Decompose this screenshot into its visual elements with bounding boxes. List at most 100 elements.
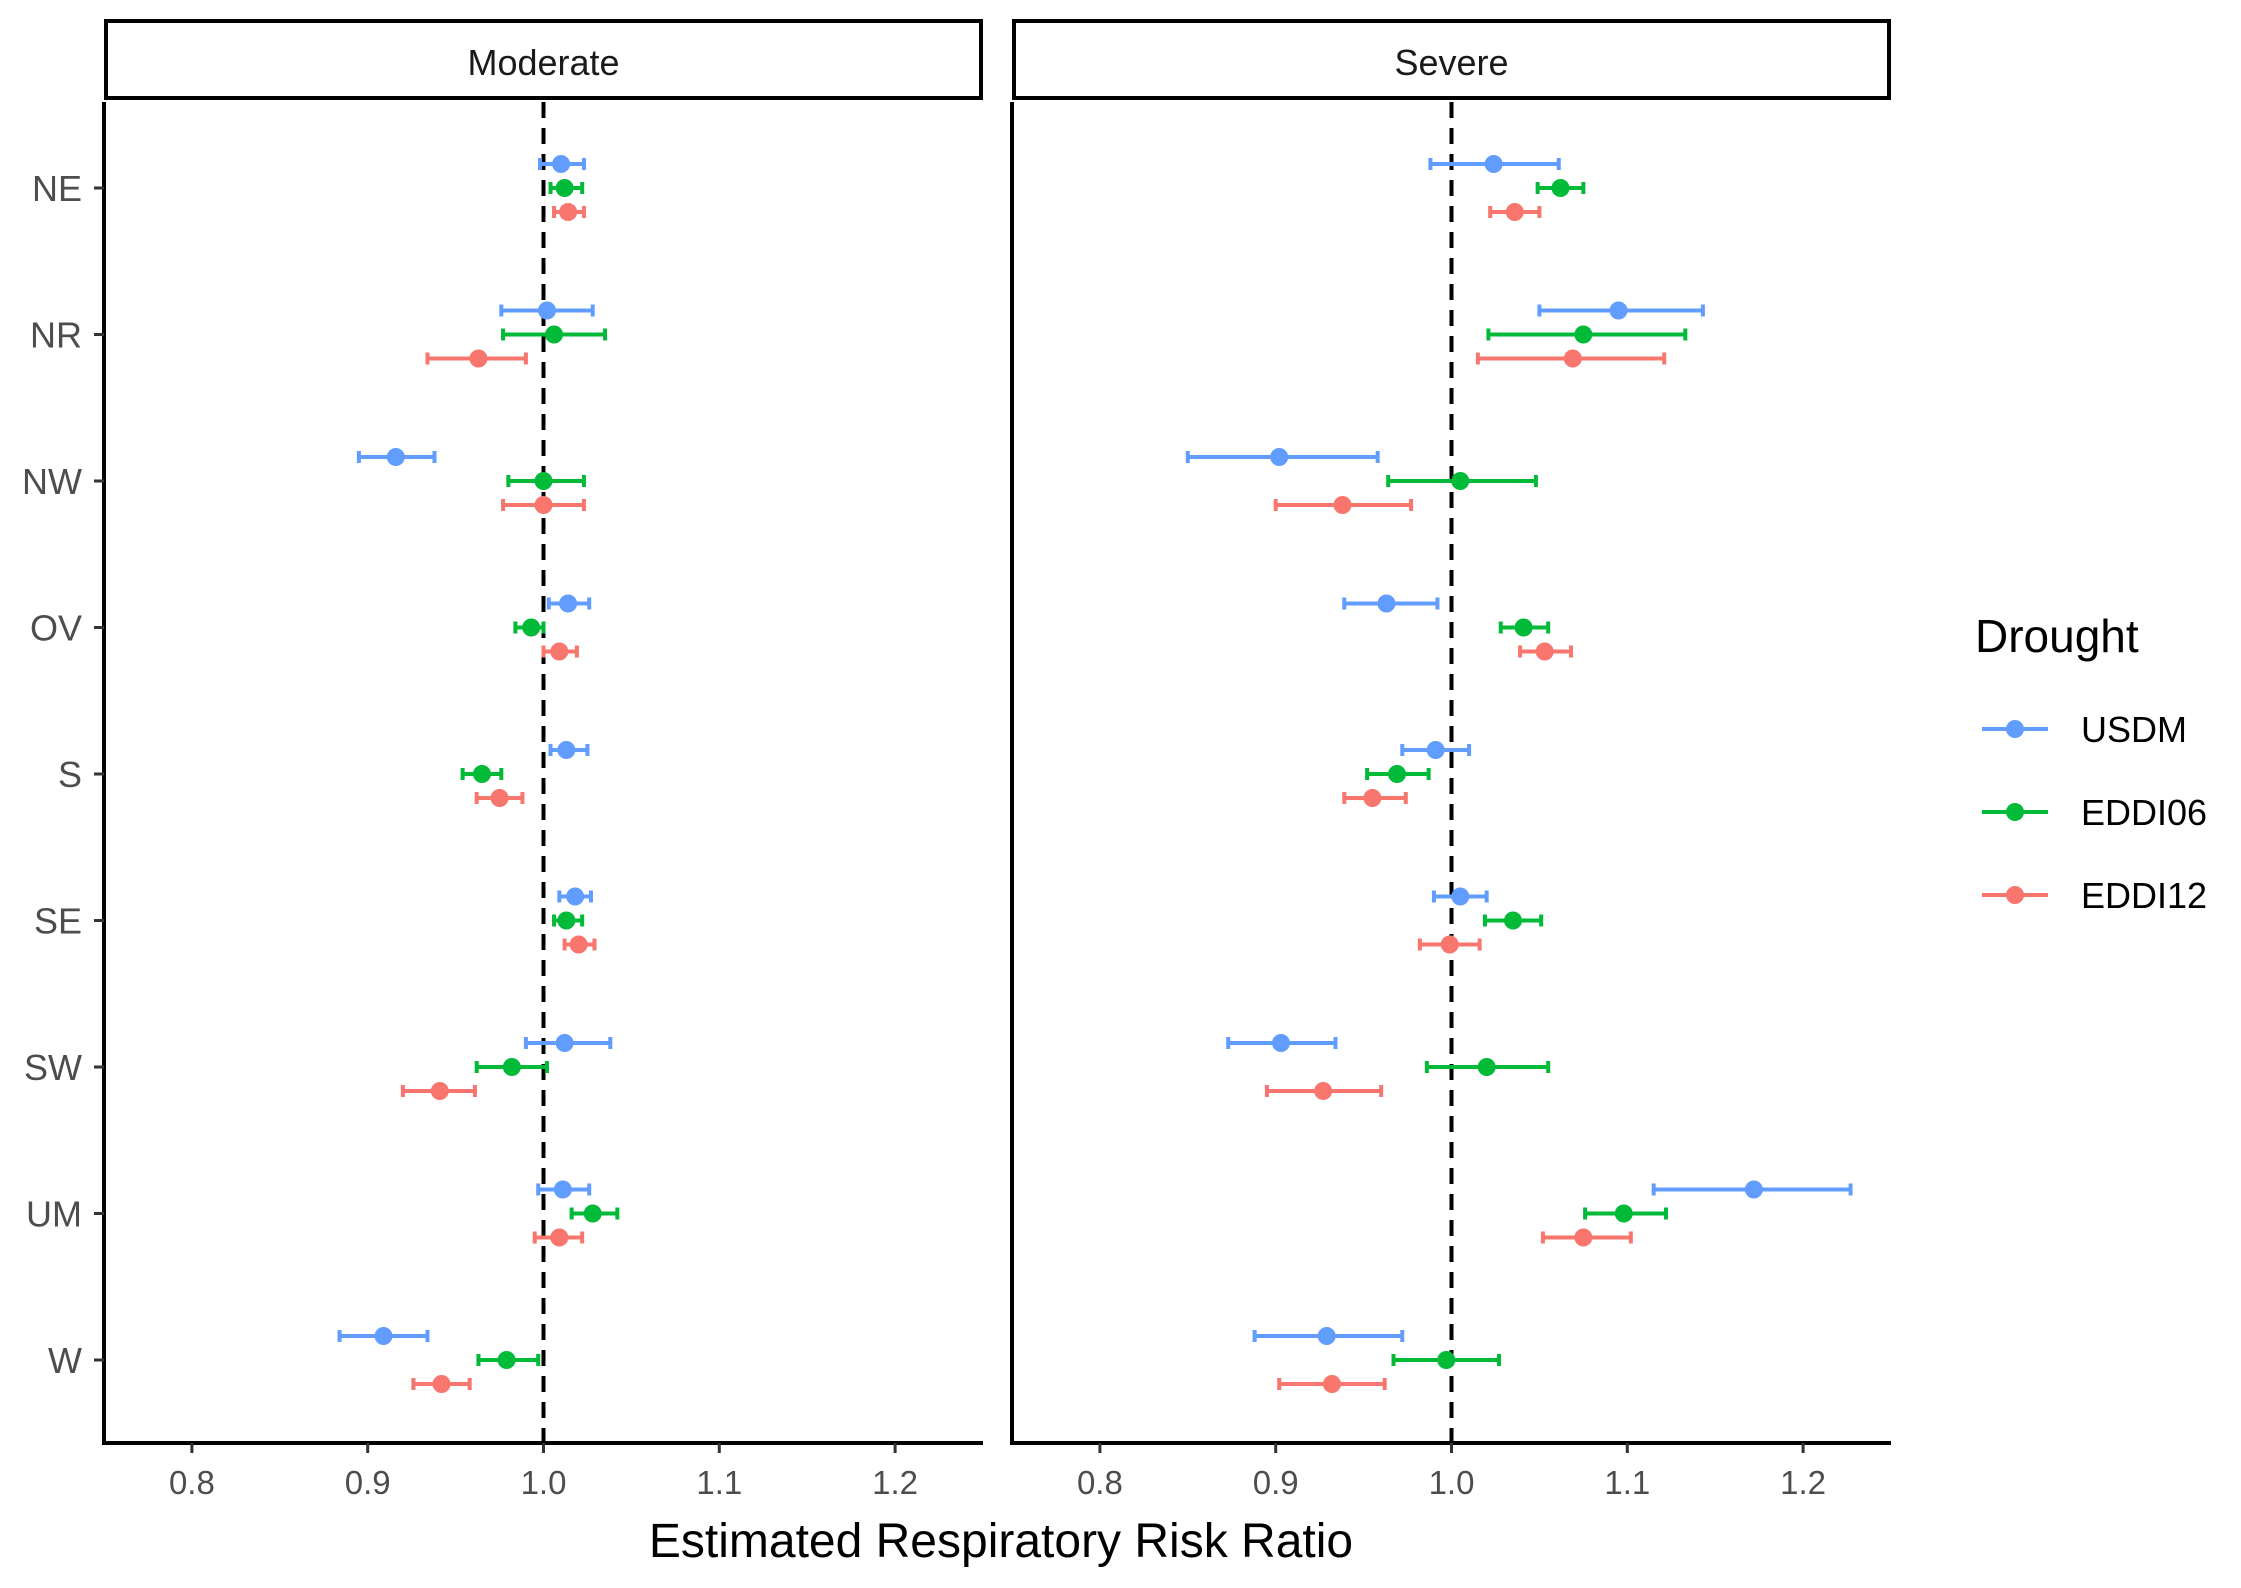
data-point <box>472 765 491 783</box>
data-point <box>430 1082 449 1100</box>
x-tick-label: 1.2 <box>1780 1464 1826 1501</box>
data-point <box>1563 349 1582 368</box>
x-tick-label: 0.9 <box>345 1464 391 1501</box>
data-point <box>553 1180 572 1199</box>
data-point <box>1614 1204 1633 1223</box>
data-point <box>552 155 571 173</box>
data-point <box>1744 1180 1763 1199</box>
data-point <box>1551 179 1570 197</box>
y-tick-label: NW <box>22 461 82 502</box>
legend-key-point <box>2006 720 2024 738</box>
panels-layer: Moderate 0.8 0.9 1.0 1.1 1.2 NE NR NW OV S SE SW UM W S… <box>22 19 1891 1501</box>
legend-item-eddi06: EDDI06 <box>1982 792 2207 833</box>
data-point <box>1271 1034 1290 1052</box>
data-point <box>469 349 488 368</box>
series-eddi12-moderate <box>400 203 597 1393</box>
data-point <box>1377 594 1396 613</box>
legend-item-usdm: USDM <box>1982 709 2187 750</box>
data-point <box>1451 472 1470 490</box>
data-point <box>1317 1327 1336 1345</box>
data-point <box>1484 155 1503 173</box>
y-tick-label: SW <box>24 1047 82 1088</box>
series-usdm-severe <box>1185 155 1853 1345</box>
x-axis-title: Estimated Respiratory Risk Ratio <box>649 1515 1353 1568</box>
legend-item-eddi12: EDDI12 <box>1982 875 2207 916</box>
data-point <box>534 472 553 490</box>
data-point <box>557 741 576 759</box>
data-point <box>557 911 576 930</box>
data-point <box>1333 496 1352 514</box>
legend-title: Drought <box>1975 610 2139 662</box>
data-point <box>545 325 564 344</box>
panel-strip <box>104 19 983 100</box>
data-point <box>432 1375 451 1393</box>
legend: Drought USDM EDDI06 EDDI12 <box>1975 610 2207 916</box>
data-point <box>1426 741 1445 759</box>
x-tick-label: 1.1 <box>696 1464 742 1501</box>
legend-key-point <box>2006 886 2024 904</box>
data-point <box>1574 1228 1593 1247</box>
data-point <box>1314 1082 1333 1100</box>
panel-strip <box>1012 19 1891 100</box>
data-point <box>502 1058 521 1076</box>
data-point <box>550 642 569 661</box>
data-point <box>555 179 574 197</box>
y-tick-label: S <box>58 754 82 795</box>
data-point <box>1270 448 1289 466</box>
legend-label: EDDI12 <box>2081 875 2207 916</box>
x-tick-label: 1.0 <box>521 1464 567 1501</box>
data-point <box>534 496 553 514</box>
y-tick-label: W <box>48 1340 82 1381</box>
x-tick-label: 0.9 <box>1253 1464 1299 1501</box>
data-point <box>538 301 557 320</box>
y-tick-label: OV <box>30 608 82 649</box>
data-point <box>566 887 585 906</box>
data-point <box>550 1228 569 1247</box>
data-point <box>1322 1375 1341 1393</box>
x-tick-label: 0.8 <box>1077 1464 1123 1501</box>
panel-moderate: Moderate 0.8 0.9 1.0 1.1 1.2 NE NR NW OV S SE SW UM W <box>22 19 983 1501</box>
x-tick-label: 1.0 <box>1429 1464 1475 1501</box>
data-point <box>386 448 405 466</box>
data-point <box>559 594 578 613</box>
data-point <box>1504 911 1523 930</box>
data-point <box>569 935 588 954</box>
y-tick-label: NR <box>30 315 82 356</box>
data-point <box>555 1034 574 1052</box>
data-point <box>1388 765 1407 783</box>
data-point <box>1477 1058 1496 1076</box>
data-point <box>1440 935 1459 954</box>
data-point <box>1514 618 1533 637</box>
data-point <box>559 203 578 221</box>
series-eddi06-moderate <box>460 179 620 1369</box>
y-tick-label: NE <box>32 168 82 209</box>
data-point <box>1505 203 1524 221</box>
data-point <box>1363 789 1382 807</box>
data-point <box>1535 642 1554 661</box>
panel-severe: Severe 0.8 0.9 1.0 1.1 1.2 <box>1010 19 1891 1501</box>
data-point <box>1609 301 1628 320</box>
x-tick-label: 1.1 <box>1604 1464 1650 1501</box>
data-point <box>490 789 509 807</box>
data-point <box>374 1327 393 1345</box>
data-point <box>522 618 541 637</box>
data-point <box>497 1351 516 1369</box>
series-eddi06-severe <box>1365 179 1688 1369</box>
y-tick-label: SE <box>34 901 82 942</box>
x-tick-label: 0.8 <box>169 1464 215 1501</box>
data-point <box>1451 887 1470 906</box>
x-tick-label: 1.2 <box>872 1464 918 1501</box>
legend-label: EDDI06 <box>2081 792 2207 833</box>
series-usdm-moderate <box>337 155 613 1345</box>
legend-label: USDM <box>2081 709 2187 750</box>
data-point <box>583 1204 602 1223</box>
panel-strip-label: Severe <box>1394 42 1508 83</box>
data-point <box>1574 325 1593 344</box>
panel-strip-label: Moderate <box>467 42 619 83</box>
data-point <box>1437 1351 1456 1369</box>
series-eddi12-severe <box>1264 203 1667 1393</box>
legend-key-point <box>2006 803 2024 821</box>
